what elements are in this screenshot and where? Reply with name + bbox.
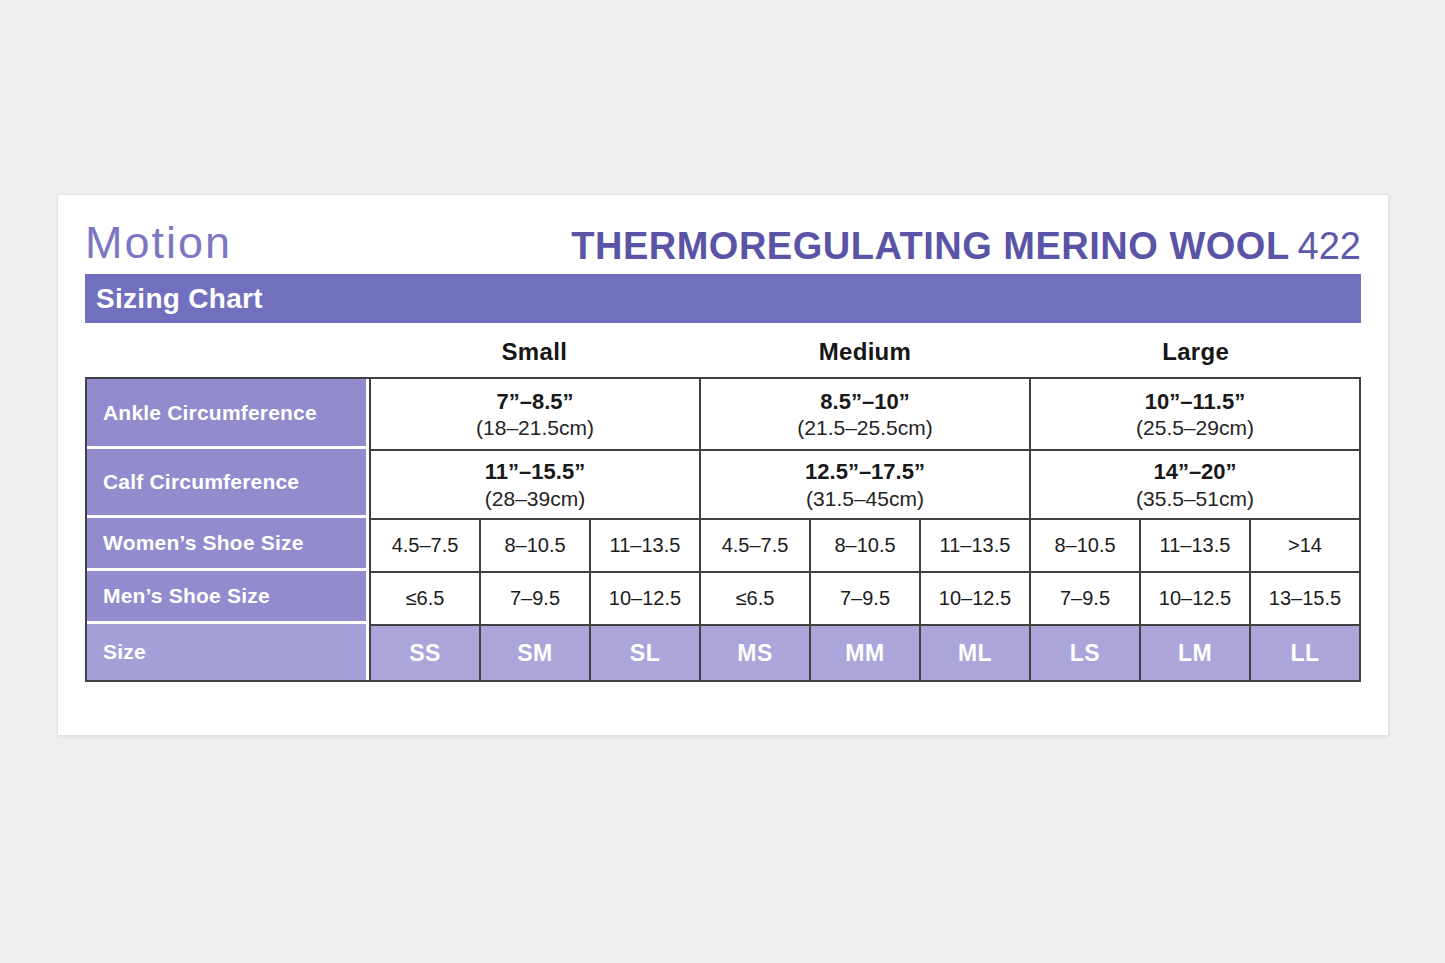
ankle-large-cell: 10”–11.5” (25.5–29cm) (1029, 379, 1359, 449)
womens-shoe-cell: 8–10.5 (809, 518, 919, 571)
ankle-large-inches: 10”–11.5” (1145, 388, 1245, 416)
group-header-large: Large (1030, 338, 1361, 366)
sizing-chart-card: Motion THERMOREGULATING MERINO WOOL422 S… (57, 194, 1389, 736)
size-code-cell: SS (369, 624, 479, 680)
calf-small-cell: 11”–15.5” (28–39cm) (369, 449, 699, 518)
size-code-cell: LS (1029, 624, 1139, 680)
ankle-medium-cm: (21.5–25.5cm) (797, 415, 932, 440)
size-code-cell: SM (479, 624, 589, 680)
size-code-cell: LL (1249, 624, 1359, 680)
row-label-calf-circumference: Calf Circumference (87, 449, 369, 518)
ankle-large-cm: (25.5–29cm) (1136, 415, 1254, 440)
size-code-cell: MS (699, 624, 809, 680)
calf-medium-cell: 12.5”–17.5” (31.5–45cm) (699, 449, 1029, 518)
mens-shoe-cell: 7–9.5 (809, 571, 919, 624)
group-header-medium: Medium (700, 338, 1031, 366)
row-label-womens-shoe-size: Women’s Shoe Size (87, 518, 369, 571)
womens-shoe-cell: 4.5–7.5 (369, 518, 479, 571)
mens-shoe-cell: 10–12.5 (919, 571, 1029, 624)
size-group-header-row: Small Medium Large (85, 323, 1361, 377)
ankle-small-inches: 7”–8.5” (496, 388, 573, 416)
ankle-medium-cell: 8.5”–10” (21.5–25.5cm) (699, 379, 1029, 449)
calf-small-inches: 11”–15.5” (485, 458, 585, 486)
mens-shoe-cell: 13–15.5 (1249, 571, 1359, 624)
womens-shoe-cell: 8–10.5 (479, 518, 589, 571)
ankle-small-cell: 7”–8.5” (18–21.5cm) (369, 379, 699, 449)
size-code-cell: MM (809, 624, 919, 680)
womens-shoe-cell: 8–10.5 (1029, 518, 1139, 571)
size-code-cell: SL (589, 624, 699, 680)
calf-large-cm: (35.5–51cm) (1136, 486, 1254, 511)
womens-shoe-cell: 11–13.5 (589, 518, 699, 571)
womens-shoe-cell: 11–13.5 (1139, 518, 1249, 571)
row-label-mens-shoe-size: Men’s Shoe Size (87, 571, 369, 624)
size-code-cell: ML (919, 624, 1029, 680)
ankle-small-cm: (18–21.5cm) (476, 415, 594, 440)
brand-logo: Motion (85, 220, 232, 265)
calf-large-cell: 14”–20” (35.5–51cm) (1029, 449, 1359, 518)
mens-shoe-cell: 7–9.5 (479, 571, 589, 624)
mens-shoe-cell: ≤6.5 (699, 571, 809, 624)
product-title: THERMOREGULATING MERINO WOOL422 (571, 227, 1361, 265)
header: Motion THERMOREGULATING MERINO WOOL422 (85, 195, 1361, 274)
ankle-medium-inches: 8.5”–10” (820, 388, 909, 416)
size-code-cell: LM (1139, 624, 1249, 680)
banner-title: Sizing Chart (96, 283, 263, 315)
mens-shoe-cell: 10–12.5 (589, 571, 699, 624)
calf-medium-cm: (31.5–45cm) (806, 486, 924, 511)
product-model-number: 422 (1298, 225, 1361, 267)
calf-large-inches: 14”–20” (1153, 458, 1236, 486)
mens-shoe-cell: 7–9.5 (1029, 571, 1139, 624)
row-label-ankle-circumference: Ankle Circumference (87, 379, 369, 449)
mens-shoe-cell: 10–12.5 (1139, 571, 1249, 624)
sizing-table: Ankle Circumference 7”–8.5” (18–21.5cm) … (85, 377, 1361, 682)
calf-medium-inches: 12.5”–17.5” (805, 458, 925, 486)
womens-shoe-cell: >14 (1249, 518, 1359, 571)
womens-shoe-cell: 11–13.5 (919, 518, 1029, 571)
womens-shoe-cell: 4.5–7.5 (699, 518, 809, 571)
product-name: THERMOREGULATING MERINO WOOL (571, 225, 1289, 267)
row-label-size: Size (87, 624, 369, 680)
calf-small-cm: (28–39cm) (485, 486, 585, 511)
sizing-chart-banner: Sizing Chart (85, 274, 1361, 323)
group-header-small: Small (369, 338, 700, 366)
mens-shoe-cell: ≤6.5 (369, 571, 479, 624)
